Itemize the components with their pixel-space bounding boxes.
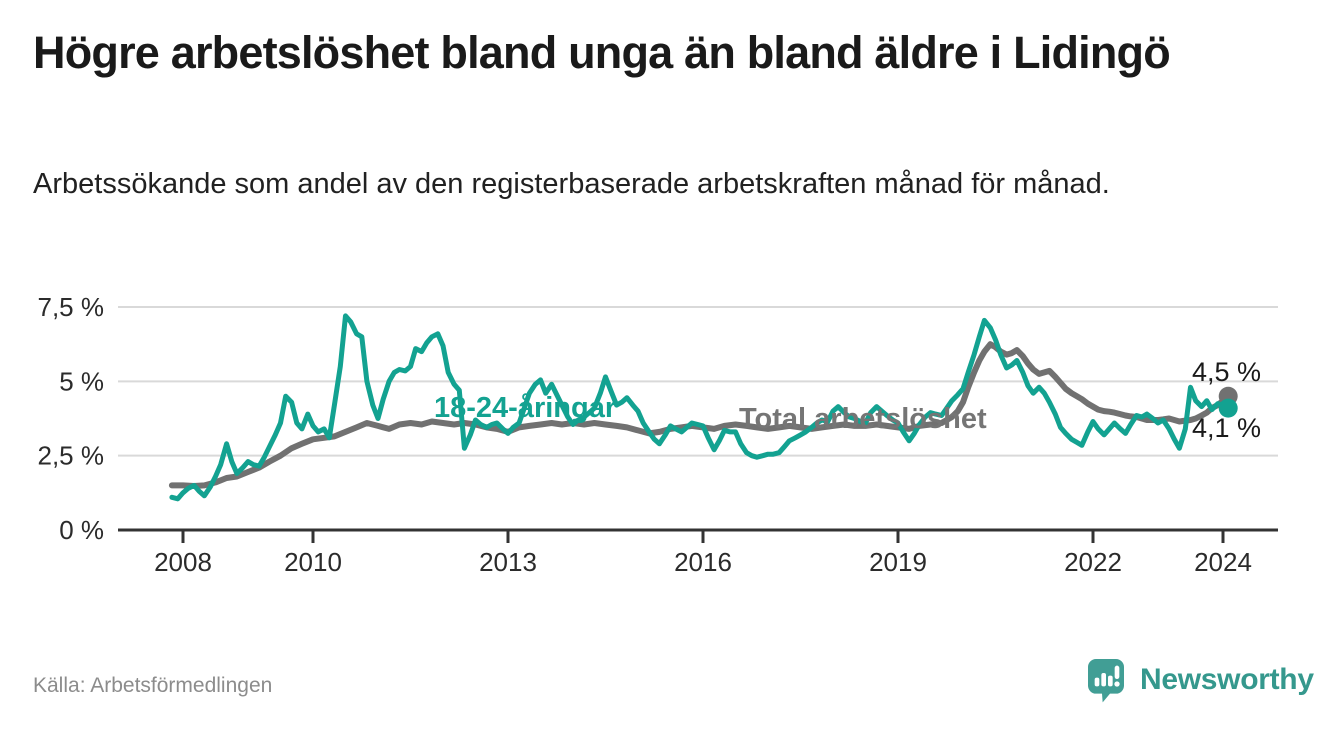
x-tick-label: 2010 <box>284 547 342 577</box>
end-value-label-youth: 4,1 % <box>1192 413 1262 443</box>
newsworthy-speech-bubble-barchart-icon <box>1088 659 1124 703</box>
x-tick-label: 2022 <box>1064 547 1122 577</box>
x-tick-label: 2008 <box>154 547 212 577</box>
x-tick-label: 2019 <box>869 547 927 577</box>
series-label-youth: 18-24-åringar <box>434 392 617 424</box>
series-line-youth <box>169 313 1231 502</box>
y-tick-label: 2,5 % <box>38 441 105 471</box>
x-tick-label: 2016 <box>674 547 732 577</box>
page-title: Högre arbetslöshet bland unga än bland ä… <box>33 27 1171 78</box>
series-label-total: Total arbetslöshet <box>739 403 987 435</box>
y-tick-label: 5 % <box>59 366 104 396</box>
x-tick-label: 2013 <box>479 547 537 577</box>
series-line-total <box>168 341 1232 489</box>
newsworthy-logo: Newsworthy <box>1086 656 1314 704</box>
brand-name: Newsworthy <box>1140 663 1314 696</box>
series-end-dot-youth <box>1218 398 1238 418</box>
chart-canvas: 0 % 2,5 % 5 % 7,5 % 2008 2010 2013 2016 2019 2022… <box>38 292 1278 577</box>
source-note: Källa: Arbetsförmedlingen <box>33 674 273 697</box>
line-chart: 0 % 2,5 % 5 % 7,5 % 2008 2010 2013 2016 2019 2022… <box>0 270 1340 620</box>
chart-subtitle: Arbetssökande som andel av den registerb… <box>33 168 1110 200</box>
y-tick-label: 7,5 % <box>38 292 105 322</box>
x-tick-label: 2024 <box>1194 547 1252 577</box>
end-value-label-total: 4,5 % <box>1192 357 1262 387</box>
y-tick-label: 0 % <box>59 515 104 545</box>
